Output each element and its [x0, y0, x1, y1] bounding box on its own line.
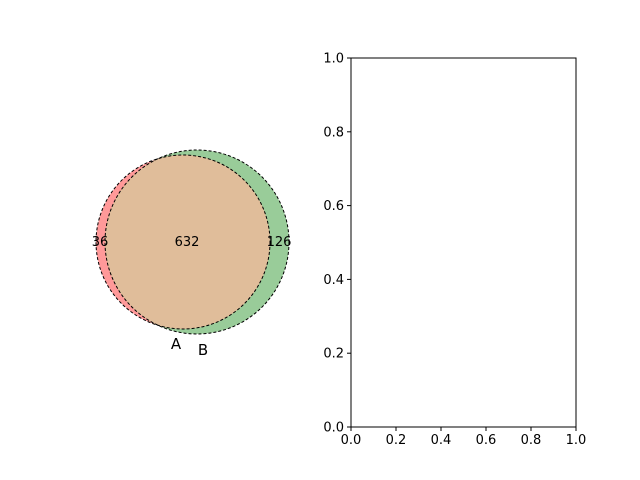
venn-outline-b [104, 149, 290, 335]
y-tick-label: 1.0 [323, 52, 344, 67]
venn-region-b-only: 126 [267, 235, 292, 250]
venn-region-ab: 632 [175, 235, 200, 250]
venn-overlap-region [105, 155, 270, 329]
venn-region-a-only: 36 [92, 235, 109, 250]
y-tick-label: 0.2 [323, 347, 344, 362]
venn-set-label-b: B [198, 341, 208, 359]
y-tick-label: 0.6 [323, 199, 344, 214]
y-tick-label: 0.4 [323, 273, 344, 288]
y-tick-label: 0.0 [323, 421, 344, 436]
axes-frame [350, 57, 577, 428]
x-tick-label: 1.0 [566, 433, 587, 448]
x-tick-label: 0.8 [521, 433, 542, 448]
y-axis-ticks: 0.0 0.2 0.4 0.6 0.8 1.0 [323, 52, 351, 436]
venn-outline-a [95, 154, 271, 330]
y-tick-label: 0.8 [323, 125, 344, 140]
x-axis-ticks: 0.0 0.2 0.4 0.6 0.8 1.0 [341, 427, 587, 448]
venn-set-label-a: A [171, 335, 182, 353]
x-tick-label: 0.2 [386, 433, 407, 448]
x-tick-label: 0.4 [431, 433, 452, 448]
empty-axes: 0.0 0.2 0.4 0.6 0.8 1.0 0.0 0.2 0.4 0.6 0.8 1.0 [323, 52, 586, 449]
x-tick-label: 0.6 [476, 433, 497, 448]
venn-diagram: 36 632 126 A B [92, 149, 292, 359]
x-tick-label: 0.0 [341, 433, 362, 448]
